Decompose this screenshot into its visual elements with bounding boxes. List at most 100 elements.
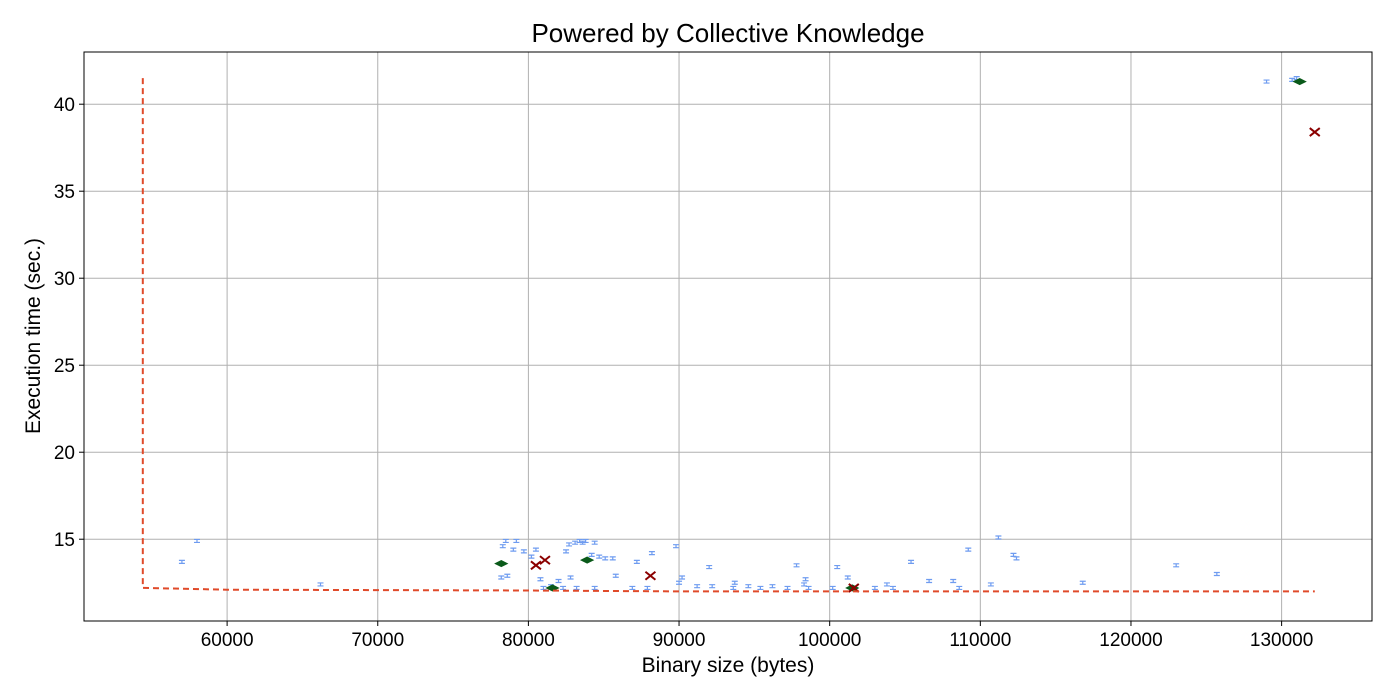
data-point: [834, 564, 841, 570]
x-tick-label: 110000: [949, 630, 1011, 651]
data-point: [1013, 556, 1020, 561]
data-point: [520, 549, 527, 554]
data-point: [694, 584, 701, 589]
data-point: [572, 540, 579, 545]
y-tick-label: 40: [54, 95, 75, 116]
data-point: [709, 584, 716, 589]
data-point: [1173, 563, 1180, 568]
data-point: [648, 551, 655, 556]
pareto-point: [580, 556, 595, 564]
y-tick-label: 20: [54, 443, 75, 464]
data-point: [926, 578, 933, 584]
data-point: [566, 542, 573, 547]
data-point: [540, 585, 547, 591]
data-point: [560, 585, 567, 591]
data-point: [871, 585, 878, 591]
marked-point: [530, 560, 542, 571]
x-tick-label: 90000: [653, 630, 706, 651]
data-point: [573, 585, 580, 591]
y-tick-label: 25: [54, 356, 75, 377]
data-point: [596, 554, 603, 559]
x-tick-label: 120000: [1099, 630, 1162, 651]
grid: [84, 52, 1372, 621]
pareto-point: [545, 584, 560, 592]
data-point: [706, 564, 713, 570]
pareto-point: [494, 560, 509, 568]
data-point: [582, 538, 589, 544]
data-point: [633, 559, 640, 564]
x-tick-label: 80000: [502, 630, 555, 651]
data-point: [513, 538, 520, 544]
data-point: [965, 547, 972, 552]
data-point: [528, 554, 535, 559]
data-point: [673, 544, 680, 549]
data-point: [178, 559, 185, 564]
y-tick-label: 30: [54, 269, 75, 290]
data-point: [576, 538, 583, 544]
data-point: [629, 585, 636, 591]
x-axis-label: Binary size (bytes): [642, 654, 815, 677]
data-point: [563, 549, 570, 554]
data-point: [995, 535, 1002, 540]
data-point: [555, 578, 562, 584]
data-point: [591, 585, 598, 591]
data-point: [769, 584, 776, 589]
data-point: [609, 556, 616, 561]
frontier-line: [141, 78, 1315, 593]
data-point: [793, 563, 800, 568]
data-point: [908, 559, 915, 564]
data-point: [956, 585, 963, 591]
marked-point: [539, 555, 551, 565]
data-point: [987, 582, 994, 587]
data-point: [745, 584, 752, 589]
data-point: [532, 547, 539, 552]
data-point: [612, 573, 619, 578]
y-tick-label: 15: [54, 530, 75, 551]
marked-point: [644, 570, 657, 581]
data-point: [588, 552, 595, 557]
ticks: 60000 70000 80000 90000 100000 110000 120000 13…: [54, 95, 1313, 651]
data-point: [1213, 571, 1220, 577]
x-tick-label: 130000: [1250, 630, 1313, 651]
data-point: [805, 585, 812, 591]
data-point: [829, 585, 836, 591]
data-point: [883, 582, 890, 587]
data-point: [591, 540, 598, 545]
data-point: [801, 582, 808, 587]
data-point: [644, 585, 651, 591]
pareto-point: [1292, 78, 1307, 86]
data-point: [731, 580, 738, 585]
marked-point: [1309, 127, 1321, 137]
x-tick-label: 100000: [798, 630, 861, 651]
data-point: [1263, 79, 1270, 84]
data-point: [784, 585, 791, 591]
data-point: [579, 540, 586, 545]
data-point: [193, 538, 200, 544]
chart-title: Powered by Collective Knowledge: [531, 18, 924, 48]
data-point: [602, 556, 609, 561]
data-point: [802, 577, 809, 582]
data-point: [757, 585, 764, 591]
data-point: [730, 585, 737, 591]
data-point: [567, 575, 574, 580]
x-tick-label: 70000: [351, 630, 404, 651]
y-tick-label: 35: [54, 182, 75, 203]
data-point: [498, 575, 505, 580]
data-point: [889, 585, 896, 591]
data-point: [537, 577, 544, 582]
data-point: [676, 580, 683, 585]
data-layer: [141, 76, 1321, 593]
data-point: [1010, 552, 1017, 557]
y-axis-label: Execution time (sec.): [22, 238, 45, 434]
data-point: [950, 578, 957, 584]
data-point: [317, 582, 324, 587]
data-point: [844, 575, 851, 580]
plot-frame: [83, 51, 1373, 622]
data-point: [502, 538, 509, 544]
data-point: [1079, 580, 1086, 585]
x-tick-label: 60000: [201, 630, 254, 651]
data-point: [499, 544, 506, 549]
data-point: [510, 547, 517, 552]
